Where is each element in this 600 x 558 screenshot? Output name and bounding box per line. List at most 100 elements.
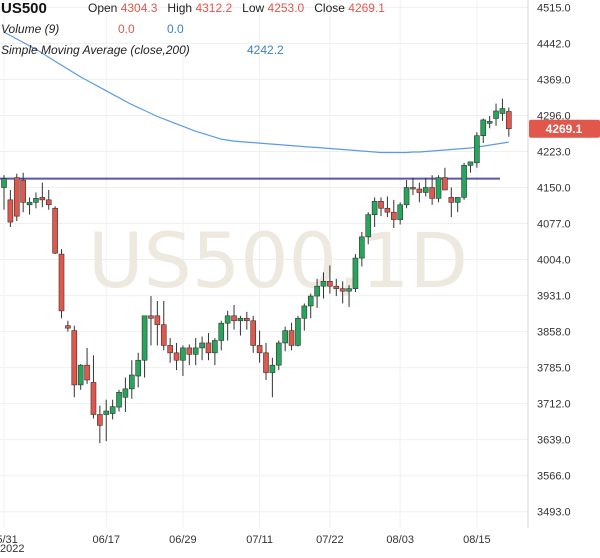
candle[interactable] bbox=[167, 338, 173, 363]
candle[interactable] bbox=[320, 272, 327, 299]
candle[interactable] bbox=[288, 322, 295, 351]
candle[interactable] bbox=[58, 249, 65, 319]
y-tick-label: 4515.0 bbox=[537, 2, 571, 14]
candle[interactable] bbox=[384, 196, 391, 218]
candle[interactable] bbox=[26, 197, 33, 215]
candle-body bbox=[77, 364, 84, 386]
candle[interactable] bbox=[224, 310, 231, 341]
candle[interactable] bbox=[71, 325, 78, 398]
candle[interactable] bbox=[148, 296, 154, 346]
y-tick-label: 3931.0 bbox=[537, 291, 571, 303]
candle-body bbox=[486, 121, 493, 124]
candle[interactable] bbox=[314, 278, 320, 308]
candle-body bbox=[148, 315, 154, 319]
candle[interactable] bbox=[301, 303, 308, 331]
candle[interactable] bbox=[97, 405, 103, 444]
candle-body bbox=[141, 315, 148, 361]
candle[interactable] bbox=[493, 103, 499, 126]
candle[interactable] bbox=[250, 315, 257, 353]
candle[interactable] bbox=[333, 278, 340, 297]
candle-body bbox=[454, 197, 461, 203]
candle[interactable] bbox=[454, 197, 461, 213]
sma-line[interactable] bbox=[3, 31, 509, 154]
candle-body bbox=[116, 391, 122, 408]
candle[interactable] bbox=[378, 197, 384, 217]
candle[interactable] bbox=[359, 231, 365, 267]
candle[interactable] bbox=[269, 357, 276, 398]
candle[interactable] bbox=[135, 352, 141, 388]
candle[interactable] bbox=[390, 199, 397, 228]
candle[interactable] bbox=[435, 175, 442, 203]
candle[interactable] bbox=[116, 389, 122, 412]
candle[interactable] bbox=[237, 315, 244, 336]
price-axis[interactable]: 4515.0 4442.0 4369.0 4296.0 4223.0 4150.0 4077… bbox=[537, 2, 571, 518]
sma-row[interactable]: Simple Moving Average (close,200) bbox=[1, 43, 190, 57]
candle[interactable] bbox=[109, 399, 116, 420]
candle[interactable] bbox=[39, 182, 46, 208]
candle[interactable] bbox=[327, 265, 333, 294]
candle[interactable] bbox=[403, 180, 410, 209]
candle-body bbox=[403, 187, 410, 206]
candle[interactable] bbox=[422, 177, 429, 197]
candle[interactable] bbox=[103, 399, 110, 442]
candle[interactable] bbox=[129, 360, 135, 399]
candle[interactable] bbox=[339, 281, 346, 304]
candle[interactable] bbox=[442, 167, 448, 191]
candle[interactable] bbox=[7, 189, 14, 227]
candle[interactable] bbox=[263, 342, 269, 380]
candle[interactable] bbox=[173, 342, 180, 371]
candle[interactable] bbox=[231, 304, 237, 330]
candle[interactable] bbox=[467, 161, 474, 173]
candle[interactable] bbox=[346, 285, 352, 307]
candle[interactable] bbox=[486, 115, 493, 129]
candle[interactable] bbox=[160, 301, 167, 351]
candle[interactable] bbox=[282, 326, 288, 352]
volume-row[interactable]: Volume (9) bbox=[1, 22, 59, 36]
candle[interactable] bbox=[295, 315, 301, 347]
candle[interactable] bbox=[154, 301, 161, 346]
candle[interactable] bbox=[205, 333, 212, 361]
candle[interactable] bbox=[77, 364, 84, 390]
candle[interactable] bbox=[192, 338, 199, 366]
candle[interactable] bbox=[141, 315, 148, 378]
candle[interactable] bbox=[371, 197, 378, 227]
candle-body bbox=[499, 108, 506, 114]
candle[interactable] bbox=[20, 172, 26, 213]
candle[interactable] bbox=[307, 293, 314, 319]
candle[interactable] bbox=[186, 344, 193, 366]
candle[interactable] bbox=[244, 311, 250, 330]
last-price-badge-text: 4269.1 bbox=[546, 122, 583, 136]
candle[interactable] bbox=[52, 206, 58, 255]
candle[interactable] bbox=[256, 330, 263, 363]
candle[interactable] bbox=[506, 107, 512, 137]
candle[interactable] bbox=[474, 132, 480, 168]
candle[interactable] bbox=[45, 189, 52, 210]
time-axis[interactable]: 05/31 06/17 06/29 07/11 07/22 08/03 08/15 bbox=[0, 534, 491, 546]
candle[interactable] bbox=[429, 175, 435, 205]
candle[interactable] bbox=[13, 173, 20, 222]
candle[interactable] bbox=[397, 202, 403, 225]
candle[interactable] bbox=[410, 177, 416, 195]
candle-body bbox=[295, 317, 301, 346]
candle[interactable] bbox=[65, 320, 71, 332]
candle[interactable] bbox=[33, 192, 39, 209]
candle[interactable] bbox=[448, 187, 455, 218]
candle[interactable] bbox=[212, 338, 218, 366]
candle[interactable] bbox=[416, 182, 423, 203]
candle[interactable] bbox=[480, 118, 487, 144]
candle-body bbox=[244, 317, 250, 322]
candle[interactable] bbox=[122, 377, 129, 413]
candle[interactable] bbox=[180, 345, 186, 377]
candle[interactable] bbox=[1, 175, 7, 210]
candle[interactable] bbox=[199, 336, 205, 361]
candle[interactable] bbox=[90, 355, 97, 419]
candle-body bbox=[122, 388, 129, 398]
candle[interactable] bbox=[275, 340, 282, 371]
candle[interactable] bbox=[461, 162, 467, 200]
candle[interactable] bbox=[218, 320, 225, 351]
candle[interactable] bbox=[365, 212, 372, 245]
candle[interactable] bbox=[352, 254, 359, 293]
candle[interactable] bbox=[84, 347, 90, 384]
candle[interactable] bbox=[499, 98, 506, 121]
